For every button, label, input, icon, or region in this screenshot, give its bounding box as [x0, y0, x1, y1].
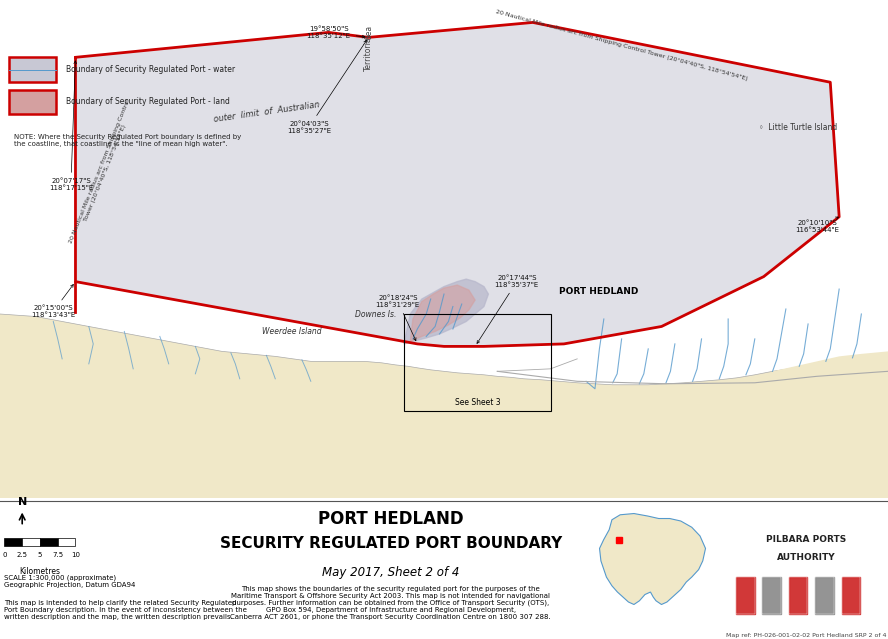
- Polygon shape: [815, 577, 834, 615]
- Polygon shape: [0, 314, 888, 498]
- Polygon shape: [404, 279, 488, 344]
- Text: 20 Nautical Mile radius arc from Shipping Control Tower (20°04'40"S, 118°54'54"E: 20 Nautical Mile radius arc from Shippin…: [495, 9, 749, 81]
- Text: 20°18'24"S
118°31'29"E: 20°18'24"S 118°31'29"E: [376, 295, 420, 341]
- Text: This map shows the boundaries of the security regulated port for the purposes of: This map shows the boundaries of the sec…: [230, 585, 551, 620]
- Text: 20°17'44"S
118°35'37"E: 20°17'44"S 118°35'37"E: [477, 275, 539, 343]
- Text: Boundary of Security Regulated Port - water: Boundary of Security Regulated Port - wa…: [66, 65, 234, 74]
- Text: N: N: [18, 497, 27, 507]
- Text: 2.5: 2.5: [17, 552, 28, 558]
- FancyBboxPatch shape: [9, 89, 56, 114]
- Text: SECURITY REGULATED PORT BOUNDARY: SECURITY REGULATED PORT BOUNDARY: [219, 536, 562, 551]
- Text: 20°10'10"S
116°53'44"E: 20°10'10"S 116°53'44"E: [795, 217, 839, 233]
- Bar: [404, 314, 551, 412]
- Text: This map is intended to help clarify the related Security Regulated
Port Boundar: This map is intended to help clarify the…: [4, 599, 248, 620]
- Polygon shape: [75, 22, 839, 346]
- Text: 20°04'03"S
118°35'27"E: 20°04'03"S 118°35'27"E: [287, 40, 367, 134]
- Bar: [22, 539, 40, 546]
- Bar: [4, 539, 22, 546]
- Polygon shape: [410, 285, 475, 341]
- Text: 0: 0: [2, 552, 7, 558]
- Bar: [40, 539, 58, 546]
- Text: Boundary of Security Regulated Port - land: Boundary of Security Regulated Port - la…: [66, 97, 229, 106]
- Text: 7.5: 7.5: [52, 552, 63, 558]
- Text: Weerdee Island: Weerdee Island: [262, 327, 321, 336]
- Text: PORT HEDLAND: PORT HEDLAND: [559, 287, 638, 296]
- Text: See Sheet 3: See Sheet 3: [455, 398, 501, 407]
- Text: Sea: Sea: [364, 26, 373, 40]
- Bar: [58, 539, 75, 546]
- Text: Territorial: Territorial: [364, 34, 373, 71]
- Text: 10: 10: [71, 552, 80, 558]
- Text: NOTE: Where the Security Regulated Port boundary is defined by
the coastline, th: NOTE: Where the Security Regulated Port …: [14, 134, 242, 148]
- Text: May 2017, Sheet 2 of 4: May 2017, Sheet 2 of 4: [322, 566, 459, 579]
- Text: 19°58'50"S
118°35'12"E: 19°58'50"S 118°35'12"E: [306, 26, 365, 39]
- FancyBboxPatch shape: [9, 58, 56, 82]
- Text: outer  limit  of  Australian: outer limit of Australian: [213, 100, 320, 124]
- Polygon shape: [789, 577, 807, 615]
- Text: 20 Nautical Mile radius arc from Shipping Control
Tower (20°04'40"S, 118°54'54"E: 20 Nautical Mile radius arc from Shippin…: [68, 98, 136, 246]
- Text: 20°07'17"S
118°17'15"E: 20°07'17"S 118°17'15"E: [49, 61, 93, 191]
- Polygon shape: [773, 351, 888, 409]
- Text: ◦  Little Turtle Island: ◦ Little Turtle Island: [759, 123, 837, 132]
- Text: 20°15'00"S
118°13'43"E: 20°15'00"S 118°13'43"E: [31, 284, 75, 318]
- Polygon shape: [736, 577, 755, 615]
- Text: PILBARA PORTS: PILBARA PORTS: [765, 535, 846, 544]
- Polygon shape: [842, 577, 860, 615]
- Polygon shape: [599, 514, 705, 604]
- Text: SCALE 1:300,000 (approximate)
Geographic Projection, Datum GDA94: SCALE 1:300,000 (approximate) Geographic…: [4, 574, 136, 588]
- Text: Downes Is.: Downes Is.: [355, 309, 397, 318]
- Text: AUTHORITY: AUTHORITY: [776, 553, 836, 562]
- Text: PORT HEDLAND: PORT HEDLAND: [318, 510, 464, 528]
- Text: Kilometres: Kilometres: [20, 567, 60, 576]
- Text: Map ref: PH-026-001-02-02 Port Hedland SRP 2 of 4: Map ref: PH-026-001-02-02 Port Hedland S…: [725, 633, 886, 638]
- Polygon shape: [762, 577, 781, 615]
- Text: 5: 5: [38, 552, 42, 558]
